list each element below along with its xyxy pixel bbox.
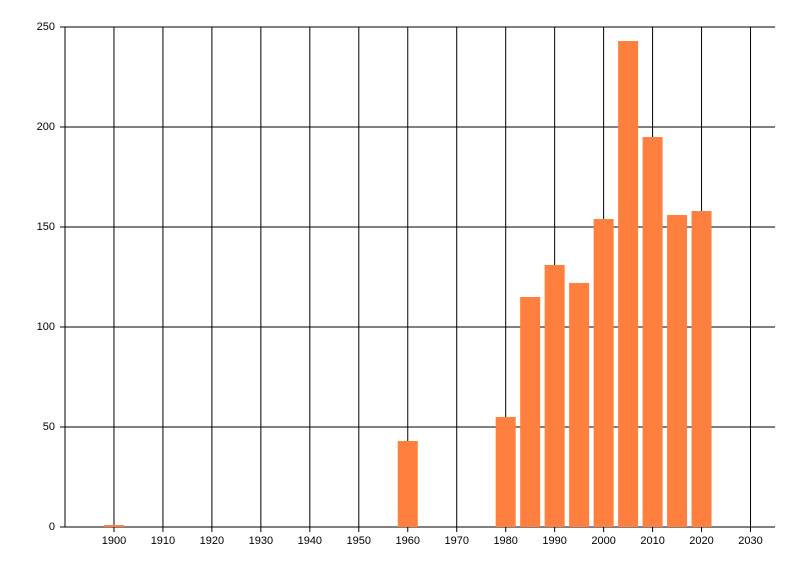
x-tick-label: 1970 [444, 535, 468, 547]
bar [544, 265, 565, 527]
bar [495, 417, 516, 527]
x-tick-label: 2030 [738, 535, 762, 547]
y-tick-label: 0 [49, 521, 55, 533]
bar [569, 283, 590, 527]
x-tick-label: 1930 [249, 535, 273, 547]
x-tick-label: 2010 [640, 535, 664, 547]
y-tick-label: 250 [37, 21, 55, 33]
x-tick-label: 2000 [591, 535, 615, 547]
x-tick-label: 1990 [542, 535, 566, 547]
bar [397, 441, 418, 527]
x-tick-label: 1980 [493, 535, 517, 547]
x-tick-label: 1950 [347, 535, 371, 547]
bar [520, 297, 541, 527]
y-tick-label: 150 [37, 221, 55, 233]
bar [667, 215, 688, 527]
x-tick-label: 2020 [689, 535, 713, 547]
x-tick-label: 1920 [200, 535, 224, 547]
bar [642, 137, 663, 527]
y-tick-label: 200 [37, 121, 55, 133]
x-tick-label: 1910 [151, 535, 175, 547]
bar [691, 211, 712, 527]
bar [593, 219, 614, 527]
x-tick-label: 1940 [298, 535, 322, 547]
y-tick-label: 100 [37, 321, 55, 333]
bar [103, 525, 124, 527]
x-tick-label: 1960 [396, 535, 420, 547]
y-tick-label: 50 [43, 421, 55, 433]
x-tick-label: 1900 [102, 535, 126, 547]
bar [618, 41, 639, 527]
